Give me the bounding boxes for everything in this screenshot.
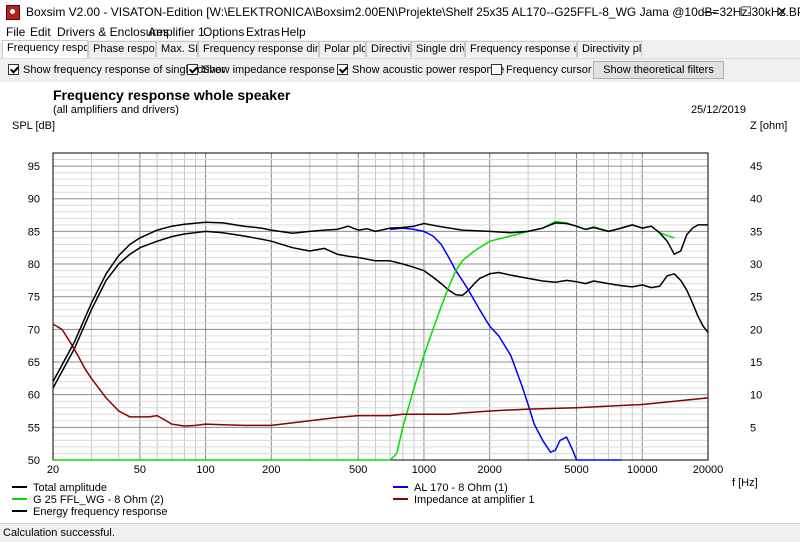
chart-subtitle: (all amplifiers and drivers) [53, 104, 179, 116]
series-line-1 [390, 227, 622, 461]
checkbox-checked-icon [8, 64, 19, 75]
y2-axis-label: Z [ohm] [750, 120, 787, 132]
y-tick-label: 80 [28, 259, 40, 271]
window-title: Boxsim V2.00 - VISATON-Edition [W:\ELEKT… [26, 5, 800, 19]
x-tick-label: 50 [134, 464, 146, 476]
checkbox-checked-icon [337, 64, 348, 75]
y2-tick-label: 5 [750, 422, 756, 434]
series-line-4 [52, 221, 708, 382]
tab-directivity[interactable]: Directivity [366, 41, 411, 57]
y2-tick-label: 25 [750, 292, 762, 304]
y2-tick-label: 10 [750, 390, 762, 402]
chart-title: Frequency response whole speaker [53, 87, 291, 103]
acoustic-power-checkbox[interactable]: Show acoustic power response [337, 64, 504, 78]
y-tick-label: 55 [28, 422, 40, 434]
minimize-button[interactable]: — [703, 4, 717, 19]
menu-amplifier[interactable]: Amplifier 1 [148, 25, 205, 39]
series-line-0 [52, 230, 709, 389]
x-tick-label: 10000 [627, 464, 658, 476]
y-tick-label: 65 [28, 357, 40, 369]
plot-panel: 20 50 100 200 500 1000 2000 5000 10000 20000 50 55 6… [0, 82, 800, 523]
tab-max-spl[interactable]: Max. SPL [156, 41, 198, 57]
checkbox-unchecked-icon [491, 64, 502, 75]
menu-extras[interactable]: Extras [246, 25, 281, 39]
y-tick-label: 95 [28, 161, 40, 173]
tab-directivity-plots[interactable]: Directivity plots [577, 41, 642, 57]
legend-label: Energy frequency response [33, 506, 168, 518]
legend-label: Impedance at amplifier 1 [414, 494, 534, 506]
legend-label: AL 170 - 8 Ohm (1) [414, 482, 508, 494]
frequency-response-chart: 20 50 100 200 500 1000 2000 5000 10000 20000 50 55 6… [12, 87, 787, 518]
tab-frequency-response[interactable]: Frequency response. [2, 40, 88, 58]
y2-tick-label: 20 [750, 324, 762, 336]
menu-file[interactable]: File [6, 25, 26, 39]
chart-grid [52, 152, 709, 461]
close-button[interactable]: ✕ [776, 4, 788, 19]
y2-tick-label: 15 [750, 357, 762, 369]
x-tick-label: 5000 [564, 464, 588, 476]
tab-bar: Frequency response. Phase response Max. … [0, 40, 800, 58]
chart-curves [52, 220, 709, 461]
menu-options[interactable]: Options [203, 25, 245, 39]
x-tick-label: 20000 [693, 464, 724, 476]
maximize-button[interactable]: ☐ [740, 4, 752, 19]
y-tick-label: 90 [28, 194, 40, 206]
tab-polar-plots[interactable]: Polar plots [319, 41, 366, 57]
single-driver-checkbox[interactable]: Show frequency response of single driver [8, 64, 225, 78]
tab-phase-response[interactable]: Phase response [88, 41, 156, 57]
y-tick-label: 70 [28, 324, 40, 336]
y-tick-label: 85 [28, 226, 40, 238]
x-tick-label: 100 [196, 464, 214, 476]
y-tick-label: 50 [28, 455, 40, 467]
checkbox-checked-icon [187, 64, 198, 75]
menu-drivers-enclosures[interactable]: Drivers & Enclosures [57, 25, 170, 39]
app-icon [6, 5, 20, 20]
y2-tick-label: 35 [750, 226, 762, 238]
legend-label: Total amplitude [33, 482, 107, 494]
y2-tick-label: 45 [750, 161, 762, 173]
chart-legend: Total amplitude AL 170 - 8 Ohm (1) G 25 FF… [12, 482, 534, 518]
y-tick-label: 60 [28, 390, 40, 402]
x-axis-label: f [Hz] [732, 477, 758, 489]
x-tick-label: 200 [262, 464, 280, 476]
status-bar: Calculation successful. [0, 523, 800, 542]
impedance-checkbox[interactable]: Show impedance response [187, 64, 335, 78]
legend-label: G 25 FFL_WG - 8 Ohm (2) [33, 494, 164, 506]
tab-single-driver[interactable]: Single driver [411, 41, 465, 57]
chart-date: 25/12/2019 [691, 104, 746, 116]
tab-frequency-response-directions[interactable]: Frequency response directions [198, 41, 319, 57]
tab-frequency-response-electrical[interactable]: Frequency response electr... [465, 41, 577, 57]
show-theoretical-filters-button[interactable]: Show theoretical filters [593, 61, 724, 79]
x-tick-label: 1000 [412, 464, 436, 476]
y2-tick-label: 40 [750, 194, 762, 206]
frequency-cursor-checkbox[interactable]: Frequency cursor [491, 64, 592, 78]
chart-labels: 20 50 100 200 500 1000 2000 5000 10000 20000 50 55 6… [12, 87, 787, 489]
y-tick-label: 75 [28, 292, 40, 304]
status-text: Calculation successful. [3, 527, 115, 539]
series-line-3 [52, 323, 709, 427]
menu-edit[interactable]: Edit [30, 25, 51, 39]
title-bar: Boxsim V2.00 - VISATON-Edition [W:\ELEKT… [0, 0, 800, 25]
menu-bar: File Edit Drivers & Enclosures Amplifier… [0, 24, 800, 40]
menu-help[interactable]: Help [281, 25, 306, 39]
x-tick-label: 500 [349, 464, 367, 476]
y2-tick-label: 30 [750, 259, 762, 271]
x-tick-label: 2000 [477, 464, 501, 476]
x-tick-label: 20 [47, 464, 59, 476]
y-axis-label: SPL [dB] [12, 120, 55, 132]
